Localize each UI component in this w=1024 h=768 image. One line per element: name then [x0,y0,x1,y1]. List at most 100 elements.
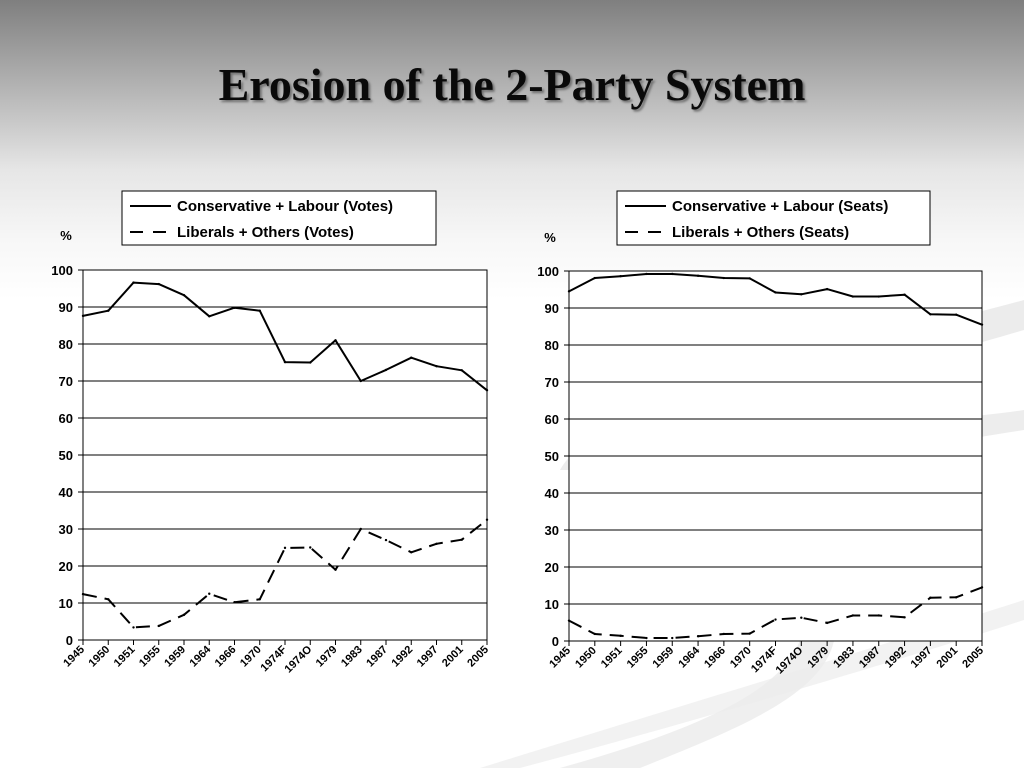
seats-legend-label: Conservative + Labour (Seats) [672,198,888,215]
votes-legend-label: Liberals + Others (Votes) [177,224,354,241]
seats-x-tick-label: 1959 [651,645,677,671]
votes-legend [121,190,437,246]
seats-y-tick-label: 70 [545,375,559,390]
votes-data-point [485,518,489,521]
votes-y-tick-label: 20 [59,559,73,574]
votes-data-point [460,369,463,372]
votes-data-point [410,356,413,359]
seats-data-point [774,291,777,294]
votes-data-point [283,360,287,364]
votes-data-point [208,592,211,595]
votes-data-point [157,624,160,628]
votes-data-point [359,527,362,531]
votes-y-tick-label: 60 [59,411,73,426]
votes-data-point [81,314,85,318]
votes-y-tick-label: 90 [59,300,73,315]
seats-data-point [593,632,597,636]
seats-y-tick-label: 100 [537,264,559,279]
seats-x-tick-label: 1955 [625,645,651,671]
seats-data-point [748,277,751,280]
seats-data-point [903,293,906,296]
seats-y-tick-label: 0 [552,634,559,649]
seats-x-tick-label: 1951 [599,645,625,671]
votes-y-tick-label: 50 [59,448,73,463]
seats-data-point [619,274,622,278]
votes-y-axis-unit: % [60,228,72,243]
seats-x-tick-label: 2005 [960,645,986,671]
seats-data-point [825,287,829,291]
seats-data-point [619,634,622,638]
seats-legend-label: Liberals + Others (Seats) [672,224,849,241]
votes-y-tick-label: 40 [59,485,73,500]
seats-x-tick-label: 1983 [831,645,857,671]
votes-legend-label: Conservative + Labour (Votes) [177,198,393,215]
seats-y-tick-label: 10 [545,597,559,612]
seats-data-point [980,323,984,326]
seats-x-tick-label: 1997 [909,645,935,671]
seats-data-point [980,586,984,589]
seats-data-point [851,295,855,298]
votes-y-tick-label: 80 [59,337,73,352]
seats-data-point [800,293,803,296]
votes-data-point [384,538,388,542]
seats-data-point [877,614,880,617]
seats-legend [616,190,931,246]
seats-series-line-others [568,586,983,639]
votes-y-tick-label: 10 [59,596,73,611]
seats-data-point [748,632,751,635]
seats-data-point [903,616,906,619]
votes-data-point [132,626,135,629]
seats-data-point [722,632,726,636]
seats-data-point [929,313,932,316]
votes-data-point [485,389,489,392]
seats-x-tick-label: 1979 [805,645,831,671]
votes-series-line-others [82,519,488,629]
seats-data-point [671,272,674,276]
seats-data-point [696,274,700,278]
votes-data-point [410,551,413,554]
seats-data-point [645,636,648,640]
seats-data-point [696,634,700,638]
seats-data-point [800,616,803,619]
seats-data-point [954,313,958,316]
votes-data-point [258,309,261,312]
seats-data-point [722,276,726,280]
votes-data-point [157,282,160,286]
votes-data-point [359,379,362,383]
seats-data-point [671,636,674,640]
seats-data-point [877,295,880,298]
seats-y-tick-label: 40 [545,486,559,501]
seats-y-tick-label: 80 [545,338,559,353]
seats-data-point [593,276,597,280]
votes-data-point [233,601,236,604]
seats-x-tick-label: 1950 [573,645,599,671]
seats-y-tick-label: 30 [545,523,559,538]
votes-data-point [460,538,463,541]
votes-data-point [233,306,236,309]
votes-data-point [258,598,261,601]
seats-x-tick-label: 1992 [883,645,909,671]
votes-y-tick-label: 70 [59,374,73,389]
votes-data-point [81,592,85,596]
votes-y-tick-label: 30 [59,522,73,537]
slide-title: Erosion of the 2-Party System [218,59,806,110]
seats-x-tick-label: 2001 [935,645,961,671]
seats-x-tick-label: 1974O [774,644,806,676]
votes-data-point [208,315,211,318]
seats-y-tick-label: 50 [545,449,559,464]
votes-data-point [435,542,438,545]
seats-x-tick-label: 1966 [702,645,728,671]
seats-data-point [567,619,571,622]
seats-data-point [954,596,958,599]
seats-data-point [929,596,932,599]
seats-data-point [567,290,571,293]
seats-y-tick-label: 60 [545,412,559,427]
seats-x-tick-label: 1987 [857,645,883,671]
seats-data-point [774,618,777,621]
seats-y-tick-label: 90 [545,301,559,316]
votes-data-point [182,293,186,297]
votes-data-point [132,281,135,284]
votes-data-point [283,546,287,550]
